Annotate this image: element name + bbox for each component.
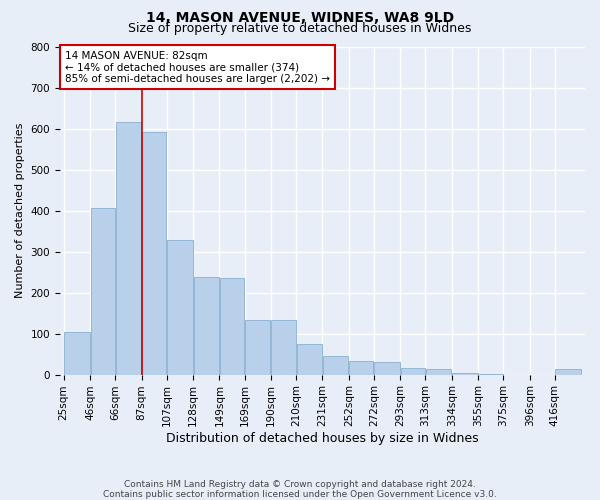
Bar	[323, 356, 349, 374]
Bar	[452, 372, 478, 374]
Bar	[142, 132, 166, 374]
Bar	[64, 332, 89, 374]
Bar	[556, 369, 581, 374]
Bar	[271, 320, 296, 374]
Bar	[349, 362, 373, 374]
Text: Contains HM Land Registry data © Crown copyright and database right 2024.
Contai: Contains HM Land Registry data © Crown c…	[103, 480, 497, 499]
Bar	[91, 208, 115, 374]
X-axis label: Distribution of detached houses by size in Widnes: Distribution of detached houses by size …	[166, 432, 479, 445]
Bar	[167, 240, 193, 374]
Bar	[426, 369, 451, 374]
Y-axis label: Number of detached properties: Number of detached properties	[15, 123, 25, 298]
Bar	[296, 344, 322, 374]
Text: 14, MASON AVENUE, WIDNES, WA8 9LD: 14, MASON AVENUE, WIDNES, WA8 9LD	[146, 11, 454, 25]
Bar	[374, 362, 400, 374]
Text: 14 MASON AVENUE: 82sqm
← 14% of detached houses are smaller (374)
85% of semi-de: 14 MASON AVENUE: 82sqm ← 14% of detached…	[65, 50, 330, 84]
Bar	[220, 278, 244, 374]
Text: Size of property relative to detached houses in Widnes: Size of property relative to detached ho…	[128, 22, 472, 35]
Bar	[401, 368, 425, 374]
Bar	[116, 122, 141, 374]
Bar	[194, 278, 219, 374]
Bar	[245, 320, 271, 374]
